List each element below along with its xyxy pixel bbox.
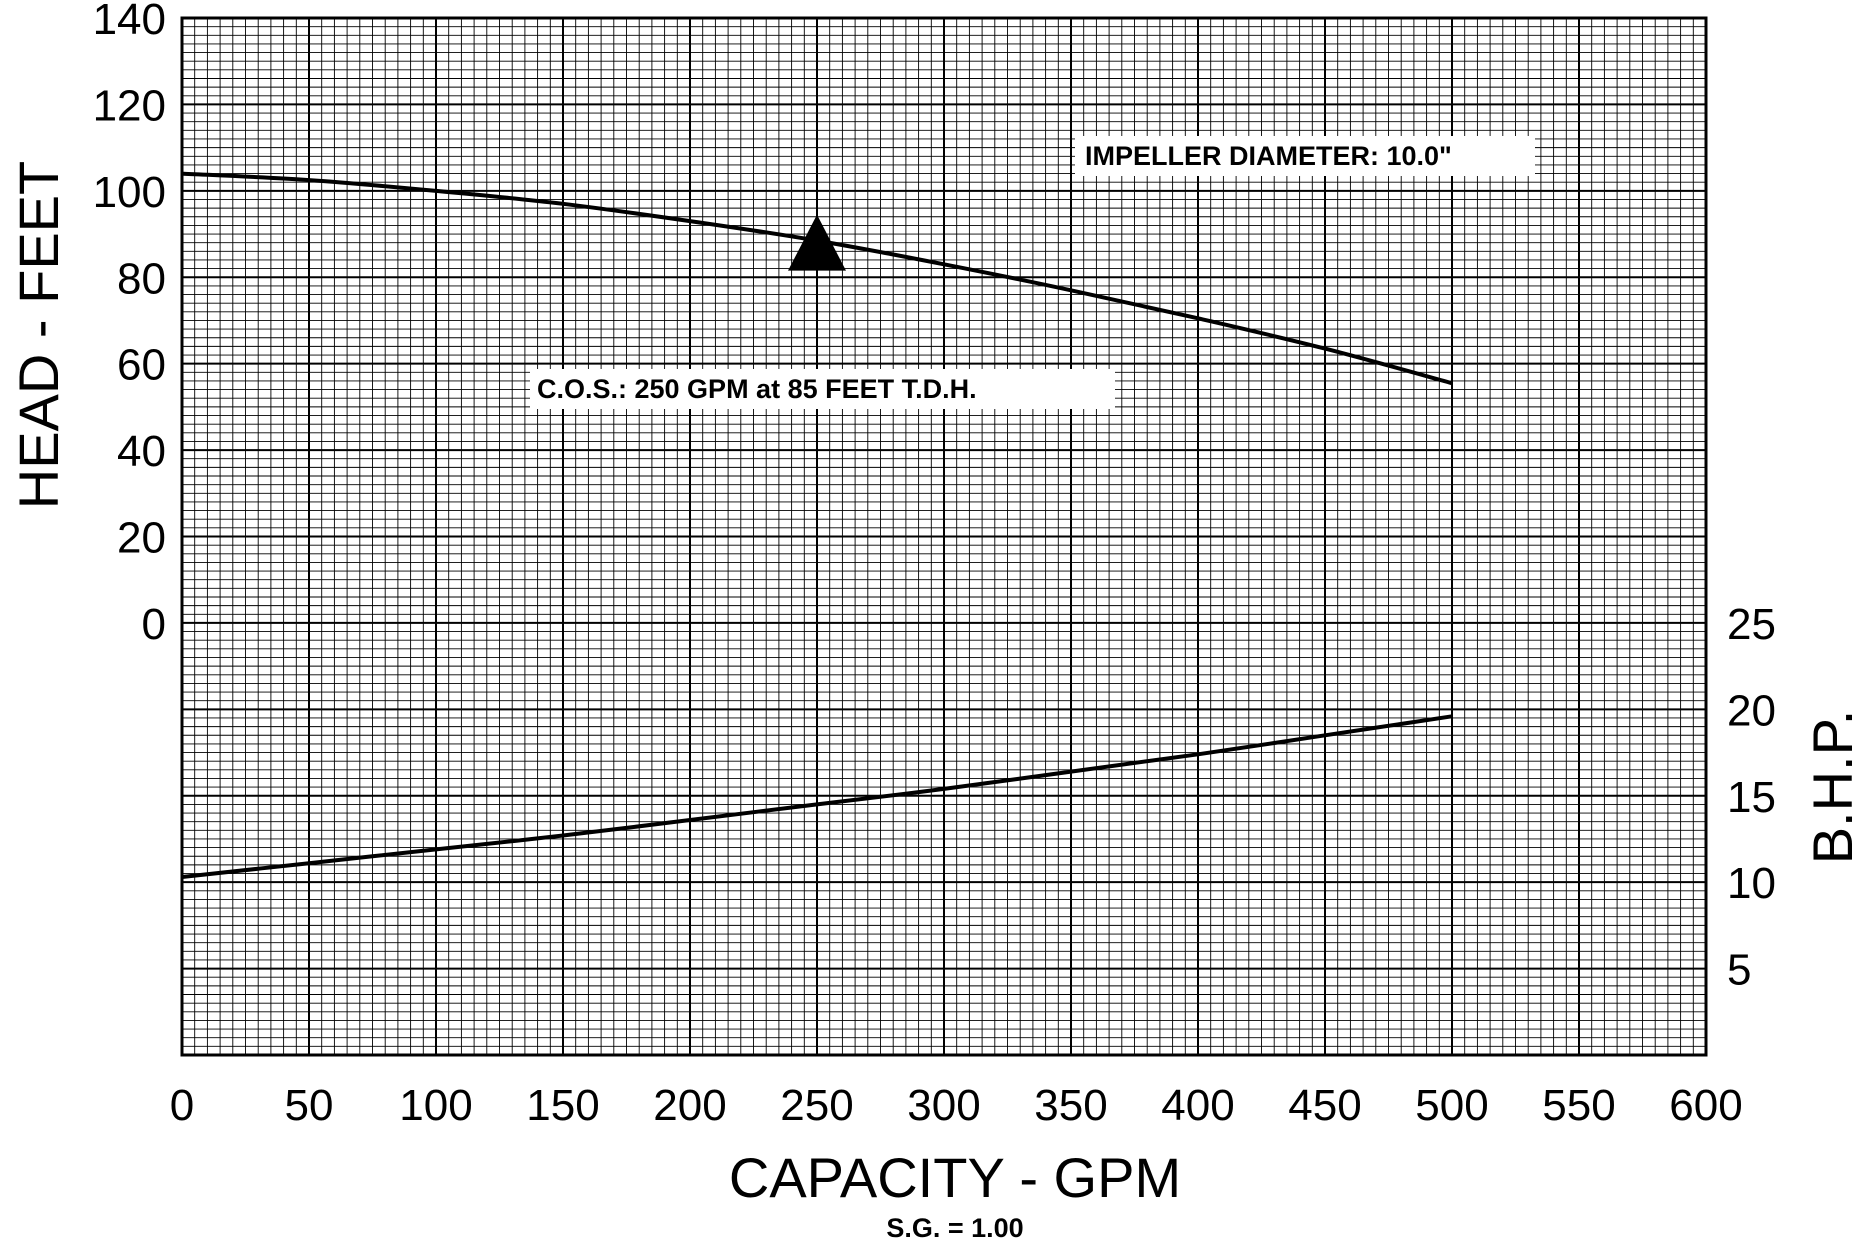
specific-gravity-note: S.G. = 1.00 [886, 1213, 1023, 1238]
x-tick-label: 550 [1542, 1081, 1615, 1130]
head-tick-label: 20 [117, 514, 166, 563]
bhp-tick-label: 25 [1727, 600, 1776, 649]
x-axis-title: CAPACITY - GPM [729, 1146, 1181, 1209]
head-tick-label: 80 [117, 254, 166, 303]
head-tick-label: 60 [117, 341, 166, 390]
x-tick-label: 150 [526, 1081, 599, 1130]
x-tick-label: 200 [653, 1081, 726, 1130]
head-tick-label: 140 [93, 0, 166, 44]
bhp-tick-label: 10 [1727, 859, 1776, 908]
bhp-axis-title: B.H.P. [1801, 710, 1864, 865]
head-tick-label: 120 [93, 81, 166, 130]
head-axis-ticks: 0 20 40 60 80 100 120 140 [93, 0, 166, 649]
impeller-annotation: IMPELLER DIAMETER: 10.0" [1075, 136, 1535, 176]
bhp-tick-label: 15 [1727, 773, 1776, 822]
x-tick-label: 500 [1415, 1081, 1488, 1130]
cos-label: C.O.S.: 250 GPM at 85 FEET T.D.H. [537, 374, 977, 404]
plot-frame [180, 16, 1708, 1057]
bhp-axis-ticks: 5 10 15 20 25 [1727, 600, 1776, 995]
bhp-curve-line [181, 714, 1453, 879]
bhp-tick-label: 20 [1727, 686, 1776, 735]
x-tick-label: 350 [1034, 1081, 1107, 1130]
x-tick-label: 50 [285, 1081, 334, 1130]
operating-point-triangle-icon [788, 214, 846, 271]
head-tick-label: 40 [117, 427, 166, 476]
x-tick-label: 0 [170, 1081, 194, 1130]
head-tick-label: 100 [93, 168, 166, 217]
grid-major [182, 18, 1706, 1055]
head-tick-label: 0 [142, 600, 166, 649]
x-tick-label: 400 [1161, 1081, 1234, 1130]
x-tick-label: 250 [780, 1081, 853, 1130]
bhp-tick-label: 5 [1727, 946, 1751, 995]
impeller-diameter-label: IMPELLER DIAMETER: 10.0" [1085, 141, 1452, 171]
x-tick-label: 600 [1669, 1081, 1742, 1130]
x-tick-label: 100 [399, 1081, 472, 1130]
x-axis-ticks: 0 50 100 150 200 250 300 350 400 450 500 550 600 [170, 1081, 1743, 1130]
x-tick-label: 300 [907, 1081, 980, 1130]
x-tick-label: 450 [1288, 1081, 1361, 1130]
cos-annotation: C.O.S.: 250 GPM at 85 FEET T.D.H. [530, 369, 1115, 409]
head-axis-title: HEAD - FEET [7, 161, 70, 509]
